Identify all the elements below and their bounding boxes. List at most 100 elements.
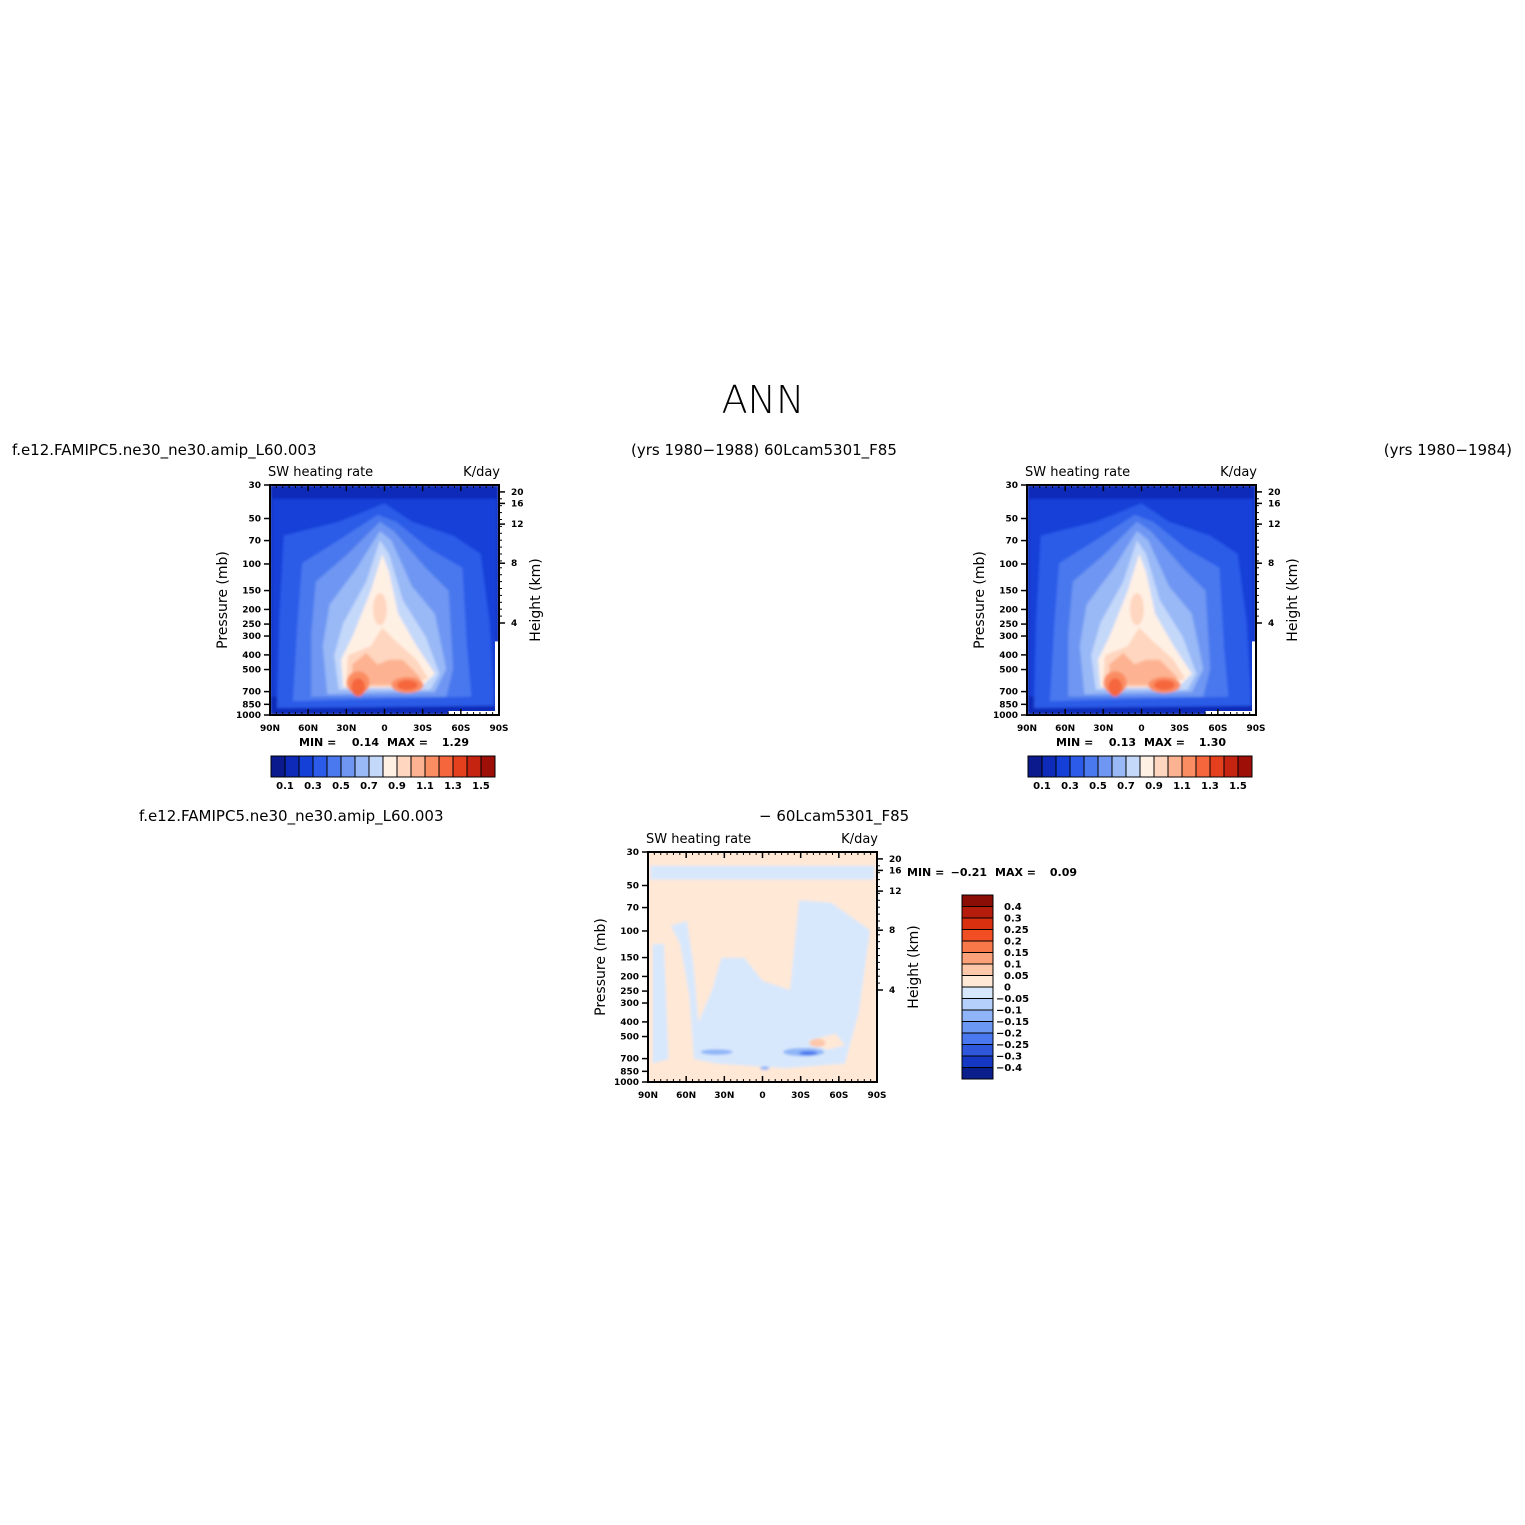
control-height-tick-label: 8 xyxy=(511,559,517,569)
test-colorbar-swatch xyxy=(1041,755,1057,778)
test-y-tick-label: 100 xyxy=(999,560,1018,570)
control-min-value: 0.14 xyxy=(352,736,379,749)
test-colorbar-swatch xyxy=(1027,755,1043,778)
control-y-axis-right-label: Height (km) xyxy=(528,558,544,641)
control-contour-band-12 xyxy=(351,678,366,697)
difference-colorbar-swatch xyxy=(961,1044,994,1057)
test-contour-band-12 xyxy=(1108,678,1123,697)
diff-left-caption: f.e12.FAMIPC5.ne30_ne30.amip_L60.003 xyxy=(139,807,444,826)
control-colorbar-label: 0.7 xyxy=(360,781,378,792)
difference-y-tick-label: 250 xyxy=(620,987,639,997)
test-height-tick-label: 8 xyxy=(1268,559,1274,569)
control-colorbar-label: 1.3 xyxy=(444,781,462,792)
test-height-tick-label: 20 xyxy=(1268,488,1281,498)
control-y-tick-label: 250 xyxy=(242,620,261,630)
difference-min-value: −0.21 xyxy=(951,866,987,879)
difference-y-tick-label: 100 xyxy=(620,927,639,937)
control-x-tick-label: 30S xyxy=(413,724,432,734)
difference-colorbar-label: −0.3 xyxy=(996,1052,1022,1063)
difference-colorbar-label: 0.25 xyxy=(1004,925,1029,936)
control-colorbar-swatch xyxy=(270,755,286,778)
panel-difference: 90N 60N 30N 0 30S 60S 90S305070100150200250300… xyxy=(593,832,1077,1101)
test-y-axis-label: Pressure (mb) xyxy=(972,551,988,649)
control-colorbar-label: 0.1 xyxy=(276,781,294,792)
test-min-label: MIN = xyxy=(1056,736,1093,749)
control-colorbar-label: 1.5 xyxy=(472,781,490,792)
control-y-tick-label: 1000 xyxy=(236,711,261,721)
test-y-tick-label: 700 xyxy=(999,688,1018,698)
test-field xyxy=(1027,485,1256,715)
difference-contour-band-2 xyxy=(650,865,875,880)
difference-colorbar-swatch xyxy=(961,998,994,1011)
control-units-label: K/day xyxy=(463,465,500,480)
test-contour-band-13 xyxy=(1154,680,1175,691)
test-colorbar-swatch xyxy=(1097,755,1113,778)
control-colorbar-swatch xyxy=(424,755,440,778)
test-height-tick-label: 4 xyxy=(1268,619,1274,629)
control-x-tick-label: 60N xyxy=(298,724,318,734)
control-y-tick-label: 50 xyxy=(248,515,261,525)
test-y-tick-label: 1000 xyxy=(993,711,1018,721)
control-colorbar-swatch xyxy=(340,755,356,778)
difference-colorbar-label: −0.4 xyxy=(996,1063,1022,1074)
test-colorbar-label: 1.3 xyxy=(1201,781,1219,792)
control-y-axis-label: Pressure (mb) xyxy=(215,551,231,649)
difference-colorbar-label: −0.1 xyxy=(996,1006,1022,1017)
diff-right-caption: − 60Lcam5301_F85 xyxy=(759,807,909,826)
difference-y-tick-label: 50 xyxy=(626,882,639,892)
difference-y-tick-label: 150 xyxy=(620,954,639,964)
difference-x-tick-label: 90N xyxy=(638,1091,658,1101)
control-y-tick-label: 850 xyxy=(242,700,261,710)
difference-colorbar-swatch xyxy=(961,1055,994,1068)
control-x-tick-label: 30N xyxy=(336,724,356,734)
difference-colorbar-swatch xyxy=(961,1021,994,1034)
test-colorbar-swatch xyxy=(1139,755,1155,778)
test-colorbar-swatch xyxy=(1083,755,1099,778)
difference-x-tick-label: 90S xyxy=(867,1091,886,1101)
test-missing-data xyxy=(1252,641,1256,715)
difference-height-tick-label: 8 xyxy=(889,926,895,936)
difference-max-label: MAX = xyxy=(995,866,1036,879)
test-colorbar-swatch xyxy=(1181,755,1197,778)
difference-x-tick-label: 60S xyxy=(829,1091,848,1101)
header-left-caption: f.e12.FAMIPC5.ne30_ne30.amip_L60.003 xyxy=(12,441,317,460)
control-contour-band-9 xyxy=(352,652,422,686)
control-x-tick-label: 0 xyxy=(381,724,387,734)
control-x-tick-label: 60S xyxy=(451,724,470,734)
difference-y-tick-label: 300 xyxy=(620,999,639,1009)
control-colorbar-swatch xyxy=(410,755,426,778)
test-colorbar-swatch xyxy=(1111,755,1127,778)
test-max-value: 1.30 xyxy=(1199,736,1226,749)
test-min-value: 0.13 xyxy=(1109,736,1136,749)
test-y-tick-label: 250 xyxy=(999,620,1018,630)
difference-colorbar-swatch xyxy=(961,917,994,930)
difference-colorbar-label: −0.15 xyxy=(996,1017,1029,1028)
control-colorbar-swatch xyxy=(382,755,398,778)
control-colorbar-swatch xyxy=(452,755,468,778)
test-colorbar-label: 0.5 xyxy=(1089,781,1107,792)
test-colorbar-swatch xyxy=(1125,755,1141,778)
difference-x-tick-label: 30S xyxy=(791,1091,810,1101)
difference-contour-band-4 xyxy=(808,1033,845,1050)
test-units-label: K/day xyxy=(1220,465,1257,480)
difference-x-tick-label: 0 xyxy=(759,1091,765,1101)
difference-colorbar-label: 0.1 xyxy=(1004,960,1022,971)
test-colorbar-swatch xyxy=(1069,755,1085,778)
control-y-tick-label: 400 xyxy=(242,651,261,661)
difference-colorbar-swatch xyxy=(961,952,994,965)
test-y-tick-label: 50 xyxy=(1005,515,1018,525)
test-x-tick-label: 0 xyxy=(1138,724,1144,734)
difference-colorbar-swatch xyxy=(961,906,994,919)
difference-contour-band-5 xyxy=(809,1038,826,1048)
control-colorbar-swatch xyxy=(368,755,384,778)
difference-y-tick-label: 850 xyxy=(620,1067,639,1077)
test-x-tick-label: 60N xyxy=(1055,724,1075,734)
test-contour-band-14 xyxy=(1130,593,1144,626)
control-height-tick-label: 20 xyxy=(511,488,524,498)
control-colorbar-swatch xyxy=(312,755,328,778)
difference-x-tick-label: 60N xyxy=(676,1091,696,1101)
difference-colorbar-label: −0.05 xyxy=(996,994,1029,1005)
control-y-tick-label: 700 xyxy=(242,688,261,698)
test-y-tick-label: 400 xyxy=(999,651,1018,661)
